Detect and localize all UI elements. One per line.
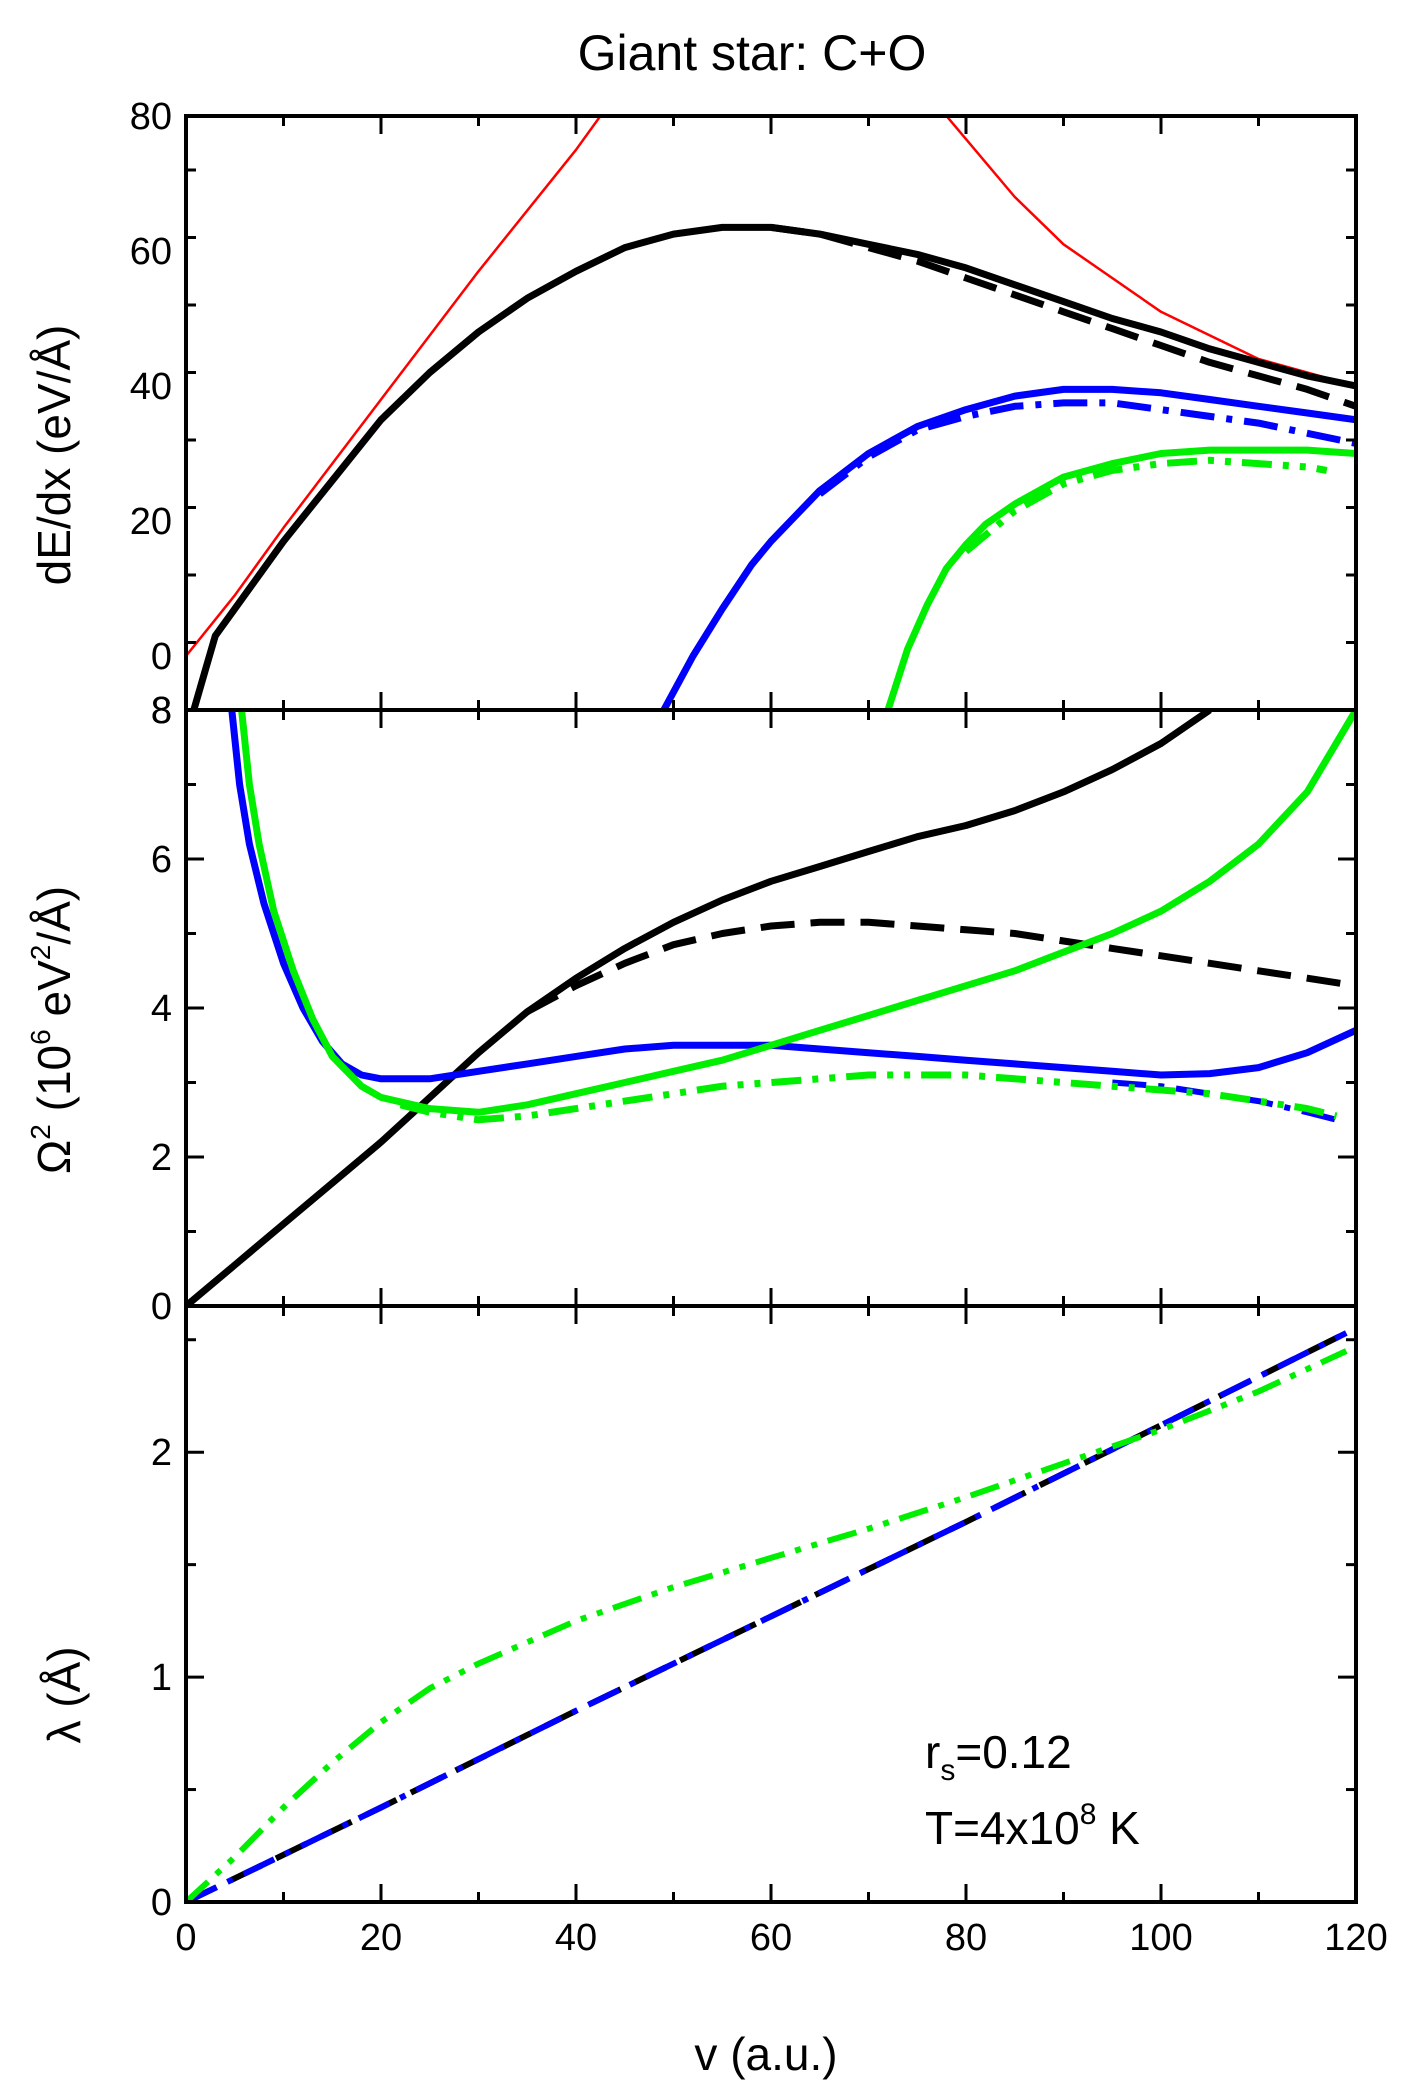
top-ytick-label: 0: [151, 636, 172, 678]
chart-title: Giant star: C+O: [578, 25, 927, 81]
bottom-xtick-label: 60: [750, 1917, 792, 1959]
top-series-black-solid: [190, 223, 1356, 710]
panel-straggling: 0 2 4 6 8: [151, 690, 1358, 1328]
ylabel-bottom: λ (Å): [38, 1646, 90, 1743]
bottom-series-green-dashdotdot: [186, 1348, 1348, 1902]
middle-ytick-label: 0: [151, 1286, 172, 1328]
top-series-green-solid: [884, 446, 1356, 710]
middle-series-green-solid: [238, 710, 1356, 1116]
annotation-temperature: T=4x108 K: [925, 1798, 1140, 1854]
ylabel-middle-sup: 2: [25, 1124, 56, 1140]
ylabel-middle-omega: Ω: [28, 1140, 80, 1174]
top-series-group: [186, 116, 1356, 710]
middle-series-green-dashdotdot: [399, 1071, 1338, 1124]
middle-ytick-label: 2: [151, 1137, 172, 1179]
top-ytick-label: 40: [130, 366, 172, 408]
annotation-temp-exp: 8: [1080, 1798, 1097, 1831]
annotation-rs-sub: s: [940, 1754, 955, 1787]
ylabel-middle-unit-end: /Å): [28, 886, 80, 945]
middle-series-blue-solid: [228, 710, 1356, 1083]
middle-ytick-label: 8: [151, 690, 172, 732]
bottom-series-blue-dashdot: [186, 1330, 1348, 1902]
bottom-ytick-label: 2: [151, 1432, 172, 1474]
top-frame: [184, 114, 1358, 712]
middle-ytick-label: 4: [151, 988, 172, 1030]
panel-stopping-power: 0 20 40 60 80 8: [130, 96, 1358, 732]
top-ytick-label-edge: 8: [151, 690, 172, 732]
ylabel-middle-unit-sup: 2: [25, 945, 56, 961]
bottom-xtick-label: 80: [945, 1917, 987, 1959]
bottom-xtick-label: 0: [175, 1917, 196, 1959]
bottom-series-group: [186, 1330, 1348, 1902]
ylabel-middle-part: (10: [28, 1045, 80, 1124]
top-ytick-label: 80: [130, 96, 172, 138]
middle-frame: [184, 708, 1358, 1308]
annotation-rs: rs=0.12: [925, 1726, 1072, 1787]
middle-ytick-label: 6: [151, 839, 172, 881]
ylabel-middle-exp: 6: [25, 1029, 56, 1045]
top-series-green-dashdotdot: [963, 456, 1328, 555]
top-series-black-dashed: [770, 223, 1356, 410]
bottom-xtick-label: 40: [555, 1917, 597, 1959]
annotation-temp-main: T=4x10: [925, 1802, 1080, 1854]
top-series-blue-dashdot: [817, 399, 1356, 497]
middle-series-black-solid: [186, 710, 1212, 1306]
bottom-xtick-label: 100: [1129, 1917, 1192, 1959]
middle-series-black-dashed: [525, 918, 1356, 1015]
top-series-red-thin-low: [186, 116, 602, 657]
ylabel-middle-unit: eV: [28, 960, 80, 1029]
bottom-xtick-label: 20: [360, 1917, 402, 1959]
ylabel-middle: Ω2 (106 eV2/Å): [25, 886, 80, 1174]
bottom-xtick-label: 120: [1324, 1917, 1387, 1959]
top-series-blue-solid: [660, 385, 1356, 710]
annotation-temp-unit: K: [1096, 1802, 1140, 1854]
bottom-ytick-label: 1: [151, 1657, 172, 1699]
middle-series-group: [186, 710, 1356, 1306]
ylabel-top: dE/dx (eV/Å): [28, 325, 80, 586]
top-ytick-label: 60: [130, 231, 172, 273]
top-ytick-label: 20: [130, 501, 172, 543]
xlabel: v (a.u.): [694, 2028, 837, 2080]
annotation-rs-r: r: [925, 1726, 940, 1778]
top-series-red-thin-high: [945, 116, 1356, 388]
middle-series-blue-dashdot: [1112, 1079, 1338, 1123]
bottom-frame: [184, 1304, 1358, 1904]
bottom-ytick-label: 0: [151, 1882, 172, 1924]
annotation-rs-value: =0.12: [955, 1726, 1071, 1778]
